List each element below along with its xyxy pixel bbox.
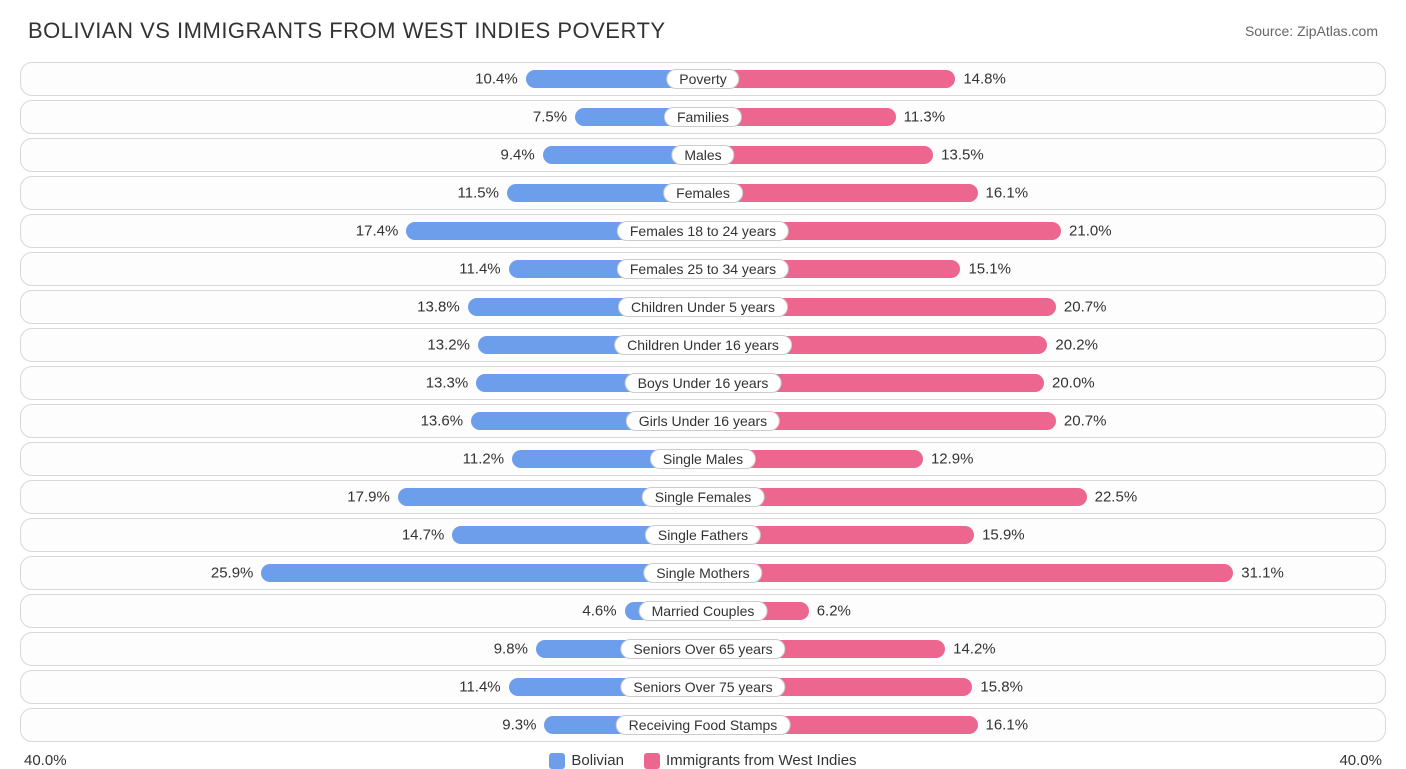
row-category-label: Females 25 to 34 years — [617, 259, 789, 279]
legend-swatch-right — [644, 753, 660, 769]
legend-swatch-left — [549, 753, 565, 769]
chart-row: 11.5% 16.1% Females — [20, 176, 1386, 210]
bar-right — [703, 184, 978, 202]
row-category-label: Single Males — [650, 449, 756, 469]
value-label-right: 22.5% — [1095, 489, 1138, 506]
value-label-right: 13.5% — [941, 147, 984, 164]
bar-right — [703, 564, 1233, 582]
value-label-left: 13.3% — [426, 375, 469, 392]
value-label-right: 20.0% — [1052, 375, 1095, 392]
row-category-label: Receiving Food Stamps — [616, 715, 791, 735]
value-label-right: 21.0% — [1069, 223, 1112, 240]
row-category-label: Females — [663, 183, 743, 203]
row-category-label: Children Under 16 years — [614, 335, 792, 355]
value-label-right: 15.8% — [980, 679, 1023, 696]
value-label-right: 16.1% — [986, 185, 1029, 202]
row-category-label: Married Couples — [639, 601, 768, 621]
chart-row: 9.3% 16.1% Receiving Food Stamps — [20, 708, 1386, 742]
row-category-label: Children Under 5 years — [618, 297, 788, 317]
row-category-label: Females 18 to 24 years — [617, 221, 789, 241]
value-label-right: 12.9% — [931, 451, 974, 468]
chart-row: 11.2% 12.9% Single Males — [20, 442, 1386, 476]
chart-area: 10.4% 14.8% Poverty 7.5% 11.3% Families 9.4% 13… — [0, 54, 1406, 742]
axis-label-left: 40.0% — [24, 752, 67, 769]
value-label-left: 13.2% — [427, 337, 470, 354]
value-label-right: 20.7% — [1064, 299, 1107, 316]
value-label-left: 11.5% — [458, 185, 499, 202]
legend: Bolivian Immigrants from West Indies — [549, 752, 856, 769]
chart-title: BOLIVIAN VS IMMIGRANTS FROM WEST INDIES … — [28, 18, 666, 44]
chart-row: 4.6% 6.2% Married Couples — [20, 594, 1386, 628]
value-label-right: 11.3% — [904, 109, 945, 126]
value-label-right: 16.1% — [986, 717, 1029, 734]
value-label-left: 9.4% — [501, 147, 535, 164]
value-label-left: 11.4% — [459, 261, 500, 278]
row-category-label: Girls Under 16 years — [626, 411, 780, 431]
chart-row: 13.8% 20.7% Children Under 5 years — [20, 290, 1386, 324]
value-label-right: 31.1% — [1241, 565, 1284, 582]
value-label-right: 15.9% — [982, 527, 1025, 544]
row-category-label: Poverty — [666, 69, 739, 89]
value-label-right: 20.7% — [1064, 413, 1107, 430]
value-label-left: 10.4% — [475, 71, 518, 88]
bar-right — [703, 70, 955, 88]
row-category-label: Single Fathers — [645, 525, 761, 545]
row-category-label: Males — [671, 145, 734, 165]
value-label-left: 17.9% — [347, 489, 390, 506]
row-category-label: Single Mothers — [643, 563, 762, 583]
chart-row: 13.2% 20.2% Children Under 16 years — [20, 328, 1386, 362]
row-category-label: Seniors Over 75 years — [620, 677, 785, 697]
chart-row: 11.4% 15.8% Seniors Over 75 years — [20, 670, 1386, 704]
value-label-left: 9.8% — [494, 641, 528, 658]
row-category-label: Families — [664, 107, 742, 127]
value-label-left: 13.8% — [417, 299, 460, 316]
legend-item-left: Bolivian — [549, 752, 624, 769]
value-label-left: 14.7% — [402, 527, 445, 544]
value-label-left: 4.6% — [582, 603, 616, 620]
value-label-left: 7.5% — [533, 109, 567, 126]
chart-row: 11.4% 15.1% Females 25 to 34 years — [20, 252, 1386, 286]
value-label-left: 9.3% — [502, 717, 536, 734]
chart-row: 25.9% 31.1% Single Mothers — [20, 556, 1386, 590]
chart-row: 13.3% 20.0% Boys Under 16 years — [20, 366, 1386, 400]
value-label-right: 15.1% — [968, 261, 1011, 278]
chart-row: 9.4% 13.5% Males — [20, 138, 1386, 172]
row-category-label: Seniors Over 65 years — [620, 639, 785, 659]
chart-row: 14.7% 15.9% Single Fathers — [20, 518, 1386, 552]
row-category-label: Boys Under 16 years — [625, 373, 782, 393]
axis-label-right: 40.0% — [1339, 752, 1382, 769]
value-label-left: 13.6% — [421, 413, 464, 430]
row-category-label: Single Females — [642, 487, 765, 507]
value-label-right: 20.2% — [1055, 337, 1098, 354]
legend-item-right: Immigrants from West Indies — [644, 752, 857, 769]
chart-row: 17.9% 22.5% Single Females — [20, 480, 1386, 514]
chart-row: 9.8% 14.2% Seniors Over 65 years — [20, 632, 1386, 666]
value-label-right: 14.8% — [963, 71, 1006, 88]
value-label-right: 6.2% — [817, 603, 851, 620]
value-label-left: 25.9% — [211, 565, 254, 582]
chart-row: 13.6% 20.7% Girls Under 16 years — [20, 404, 1386, 438]
chart-row: 10.4% 14.8% Poverty — [20, 62, 1386, 96]
legend-label-right: Immigrants from West Indies — [666, 752, 857, 769]
chart-source: Source: ZipAtlas.com — [1245, 23, 1378, 39]
bar-right — [703, 146, 933, 164]
value-label-left: 11.2% — [463, 451, 504, 468]
value-label-right: 14.2% — [953, 641, 996, 658]
bar-left — [261, 564, 703, 582]
chart-header: BOLIVIAN VS IMMIGRANTS FROM WEST INDIES … — [0, 0, 1406, 54]
legend-label-left: Bolivian — [571, 752, 624, 769]
chart-row: 17.4% 21.0% Females 18 to 24 years — [20, 214, 1386, 248]
chart-row: 7.5% 11.3% Families — [20, 100, 1386, 134]
value-label-left: 11.4% — [459, 679, 500, 696]
value-label-left: 17.4% — [356, 223, 399, 240]
